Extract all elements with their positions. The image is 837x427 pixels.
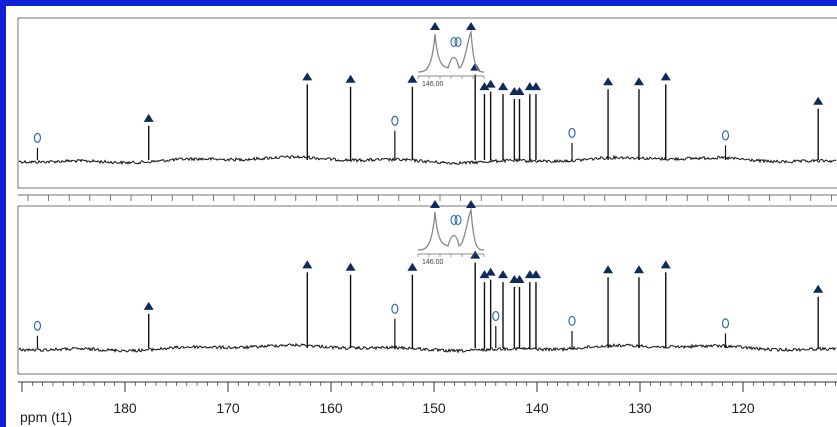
circle-marker bbox=[33, 320, 42, 331]
triangle-marker bbox=[514, 275, 525, 283]
triangle-marker bbox=[530, 270, 541, 279]
circle-marker bbox=[568, 315, 576, 327]
triangle-marker bbox=[302, 72, 313, 81]
triangle-marker bbox=[660, 260, 671, 269]
circle-marker bbox=[568, 127, 576, 139]
triangle-marker bbox=[498, 82, 509, 91]
circle-marker bbox=[391, 115, 399, 126]
triangle-marker bbox=[498, 270, 509, 279]
panel-frame bbox=[17, 17, 837, 189]
triangle-marker bbox=[514, 87, 525, 95]
triangle-marker bbox=[143, 113, 154, 122]
circle-marker bbox=[450, 36, 458, 48]
inset-trace bbox=[417, 29, 485, 73]
triangle-marker bbox=[143, 301, 154, 310]
circle-marker bbox=[454, 36, 462, 48]
triangle-marker bbox=[485, 79, 496, 88]
x-axis: 180 170 160 150 140 130 120 bbox=[18, 194, 837, 416]
circle-marker bbox=[721, 318, 730, 329]
triangle-marker bbox=[470, 250, 481, 259]
triangle-marker bbox=[407, 74, 418, 83]
inset-expansion: 146.00 bbox=[417, 200, 485, 266]
spectrum-baseline bbox=[18, 342, 837, 354]
triangle-marker bbox=[603, 265, 614, 274]
circle-marker bbox=[492, 310, 500, 322]
triangle-marker bbox=[479, 82, 490, 91]
inset-tick-label: 146.00 bbox=[422, 81, 444, 88]
triangle-marker bbox=[466, 200, 476, 208]
x-tick-label: 130 bbox=[628, 400, 652, 416]
lower-spectrum-panel: 146.00 bbox=[17, 200, 837, 375]
inset-tick-label: 146.00 bbox=[422, 259, 444, 266]
triangle-marker bbox=[430, 22, 440, 30]
circle-marker bbox=[391, 303, 399, 314]
circle-marker bbox=[454, 214, 462, 226]
x-tick-label: 170 bbox=[216, 400, 240, 416]
triangle-marker bbox=[633, 77, 644, 86]
circle-marker bbox=[33, 132, 42, 143]
triangle-marker bbox=[430, 200, 440, 208]
triangle-marker bbox=[485, 267, 496, 276]
circle-marker bbox=[721, 130, 730, 141]
triangle-marker bbox=[479, 270, 490, 279]
x-tick-label: 180 bbox=[113, 400, 137, 416]
triangle-marker bbox=[660, 72, 671, 81]
x-axis-label: ppm (t1) bbox=[20, 409, 72, 425]
triangle-marker bbox=[603, 77, 614, 86]
triangle-marker bbox=[813, 96, 824, 105]
x-tick-label: 120 bbox=[731, 400, 755, 416]
triangle-marker bbox=[813, 284, 824, 293]
inset-expansion: 146.00 bbox=[417, 22, 485, 88]
x-tick-label: 140 bbox=[525, 400, 549, 416]
upper-spectrum-panel: 146.00 bbox=[17, 17, 837, 189]
triangle-marker bbox=[530, 82, 541, 91]
triangle-marker bbox=[345, 74, 356, 83]
triangle-marker bbox=[302, 260, 313, 269]
inset-trace bbox=[417, 207, 485, 251]
triangle-marker bbox=[633, 265, 644, 274]
circle-marker bbox=[450, 214, 458, 226]
triangle-marker bbox=[466, 22, 476, 30]
spectrum-baseline bbox=[18, 154, 837, 166]
triangle-marker bbox=[345, 262, 356, 271]
x-tick-label: 150 bbox=[422, 400, 446, 416]
x-tick-label: 160 bbox=[319, 400, 343, 416]
triangle-marker bbox=[407, 262, 418, 271]
